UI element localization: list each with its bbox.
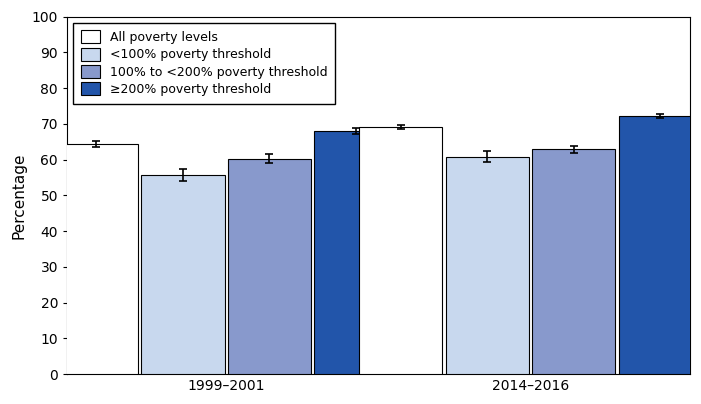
Bar [360,127,442,374]
Bar [55,144,138,374]
Y-axis label: Percentage: Percentage [11,152,26,239]
Bar [619,116,701,374]
Bar [315,131,397,374]
Legend: All poverty levels, <100% poverty threshold, 100% to <200% poverty threshold, ≥2: All poverty levels, <100% poverty thresh… [74,23,334,103]
Bar [446,157,529,374]
Bar [228,158,311,374]
Bar [533,149,615,374]
Bar [142,175,224,374]
